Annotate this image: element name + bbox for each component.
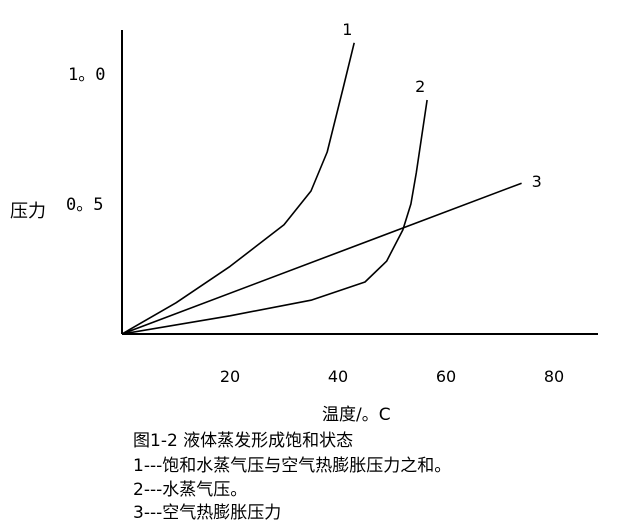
series-3-label: 3	[532, 172, 542, 191]
x-tick-label: 20	[220, 367, 240, 386]
y-axis-label: 压力	[10, 201, 46, 222]
caption-line-2: 2---水蒸气压。	[133, 480, 248, 500]
x-tick-label: 40	[328, 367, 348, 386]
figure-caption-title: 图1-2 液体蒸发形成饱和状态	[133, 431, 354, 451]
series-2-line	[121, 99, 428, 335]
series-1-label: 1	[342, 20, 352, 39]
series-2-label: 2	[415, 77, 425, 96]
x-tick-label: 80	[544, 367, 564, 386]
series-1-line	[121, 42, 355, 335]
caption-line-1: 1---饱和水蒸气压与空气热膨胀压力之和。	[133, 456, 452, 476]
x-tick-label: 60	[436, 367, 456, 386]
series-3-line	[121, 182, 522, 335]
y-tick-label: 1。0	[68, 65, 105, 85]
x-axis-label: 温度/。C	[322, 405, 391, 425]
caption-line-3: 3---空气热膨胀压力	[133, 503, 282, 523]
y-tick-label: 0。5	[66, 195, 103, 215]
